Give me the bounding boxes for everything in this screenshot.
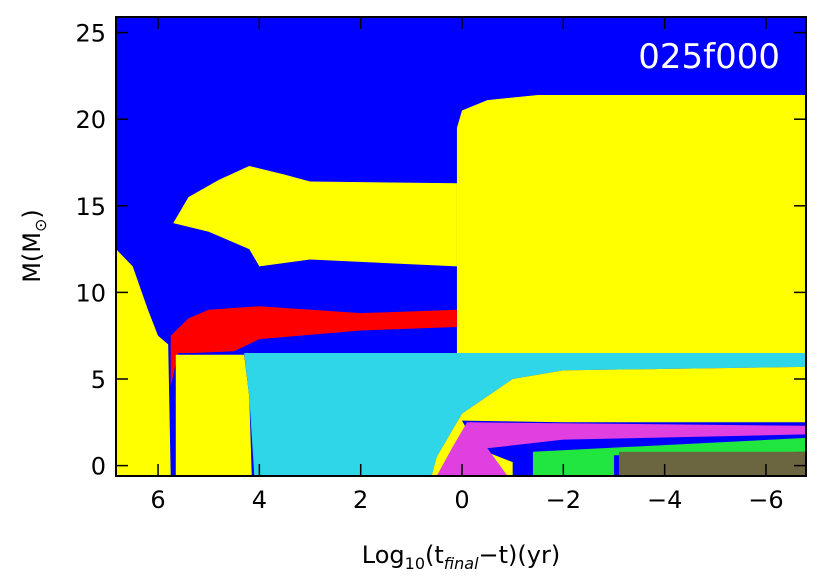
region	[170, 306, 457, 386]
y-label-part: M(M	[18, 232, 46, 283]
region	[619, 451, 806, 476]
region	[116, 249, 171, 476]
region	[244, 353, 806, 476]
y-tick-label: 10	[75, 279, 106, 307]
y-tick-label: 25	[75, 20, 106, 48]
region	[431, 366, 806, 476]
y-tick-label: 5	[91, 366, 106, 394]
x-label-part: 10	[405, 554, 425, 573]
x-label-part: Log	[362, 541, 405, 569]
x-label-part: (t	[425, 541, 444, 569]
x-tick-label: −4	[647, 486, 682, 514]
region	[532, 437, 806, 476]
chart-title: 025f000	[638, 37, 780, 77]
region	[175, 354, 252, 476]
plot-frame	[115, 16, 807, 477]
y-tick-label: 20	[75, 106, 106, 134]
x-tick-label: 6	[150, 486, 165, 514]
region	[456, 94, 806, 354]
y-label-part: )	[18, 209, 46, 218]
y-tick-label: 15	[75, 193, 106, 221]
y-axis-label: M(M⊙)	[18, 209, 50, 283]
x-label-part: final	[444, 554, 479, 573]
x-tick-label: 0	[454, 486, 469, 514]
x-tick-label: 2	[353, 486, 368, 514]
x-tick-label: 4	[252, 486, 267, 514]
x-label-part: −t)(yr)	[479, 541, 561, 569]
region	[436, 422, 806, 476]
x-axis-label: Log10(tfinal−t)(yr)	[362, 541, 560, 573]
y-tick-label: 0	[91, 453, 106, 481]
plot-area	[116, 17, 806, 476]
x-tick-label: −6	[748, 486, 783, 514]
x-tick-label: −2	[546, 486, 581, 514]
region	[173, 165, 457, 267]
y-label-part: ⊙	[31, 219, 50, 232]
